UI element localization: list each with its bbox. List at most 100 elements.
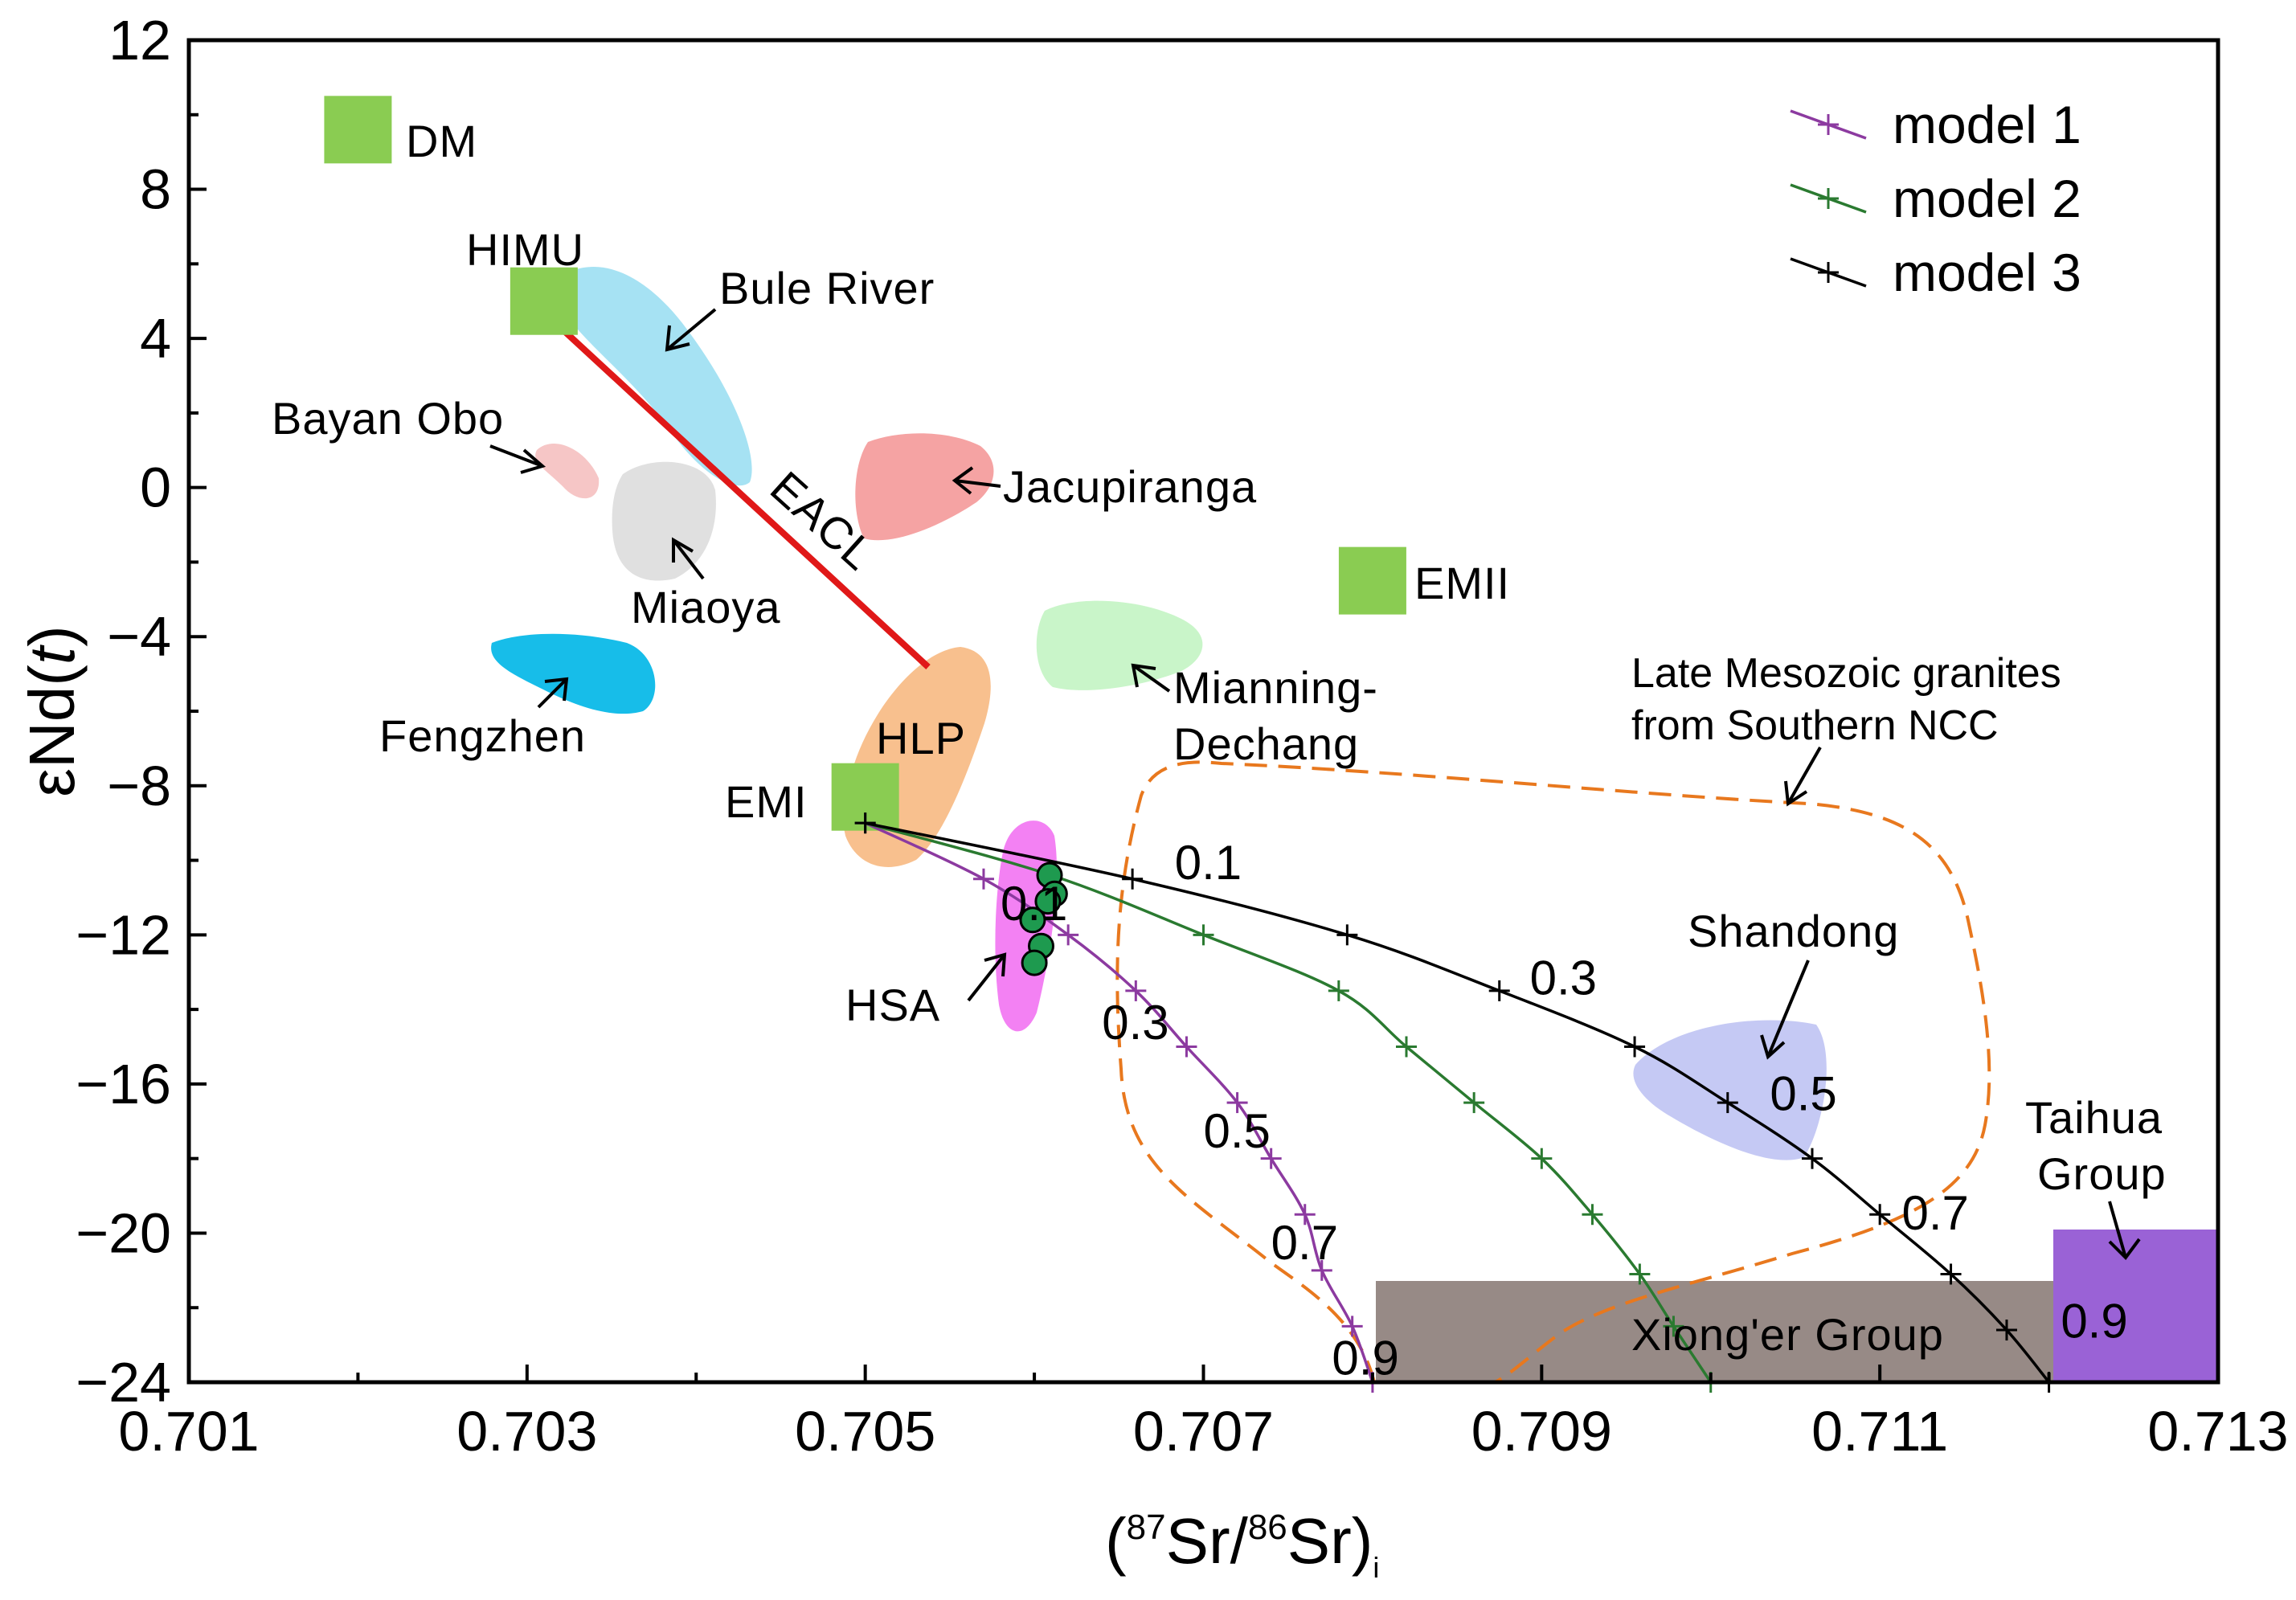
label-shandong: Shandong [1688, 906, 1899, 956]
label-miaoya: Miaoya [631, 582, 781, 632]
arrow-mianning [1132, 664, 1171, 693]
x-tick-label: 0.701 [118, 1400, 259, 1463]
chart-annotations: DM HIMU Bule River Bayan Obo EACL Jacupi… [272, 116, 2167, 1360]
y-tick-label: −12 [76, 903, 171, 966]
label-taihua-2: Group [2037, 1148, 2167, 1199]
arrow-late-mesozoic-head [1784, 780, 1808, 807]
label-hlp: HLP [876, 713, 966, 763]
eacl-line [560, 327, 931, 669]
legend-label-model-1: model 1 [1893, 95, 2081, 154]
label-xionger-group: Xiong'er Group [1631, 1309, 1944, 1360]
y-tick-label: 12 [108, 9, 171, 72]
x-axis-title-end: Sr) [1287, 1505, 1373, 1577]
y-tick-label: 0 [140, 456, 171, 519]
label-late-mesozoic-2: from Southern NCC [1631, 702, 1999, 749]
arrow-jacupiranga [954, 479, 1001, 488]
x-tick-label: 0.705 [795, 1400, 935, 1463]
y-axis-title-italic: t [16, 645, 88, 665]
label-dechang: Dechang [1173, 718, 1359, 769]
arrow-hsa [967, 953, 1006, 1002]
label-bayan-obo: Bayan Obo [272, 393, 504, 444]
field-mianning-dechang [1036, 600, 1203, 690]
y-axis-title: εNd(t) [16, 625, 88, 796]
x-tick-label: 0.709 [1471, 1400, 1612, 1463]
fraction-label: 0.1 [1175, 836, 1242, 890]
field-late-mesozoic-granites [1115, 760, 1991, 1384]
end-member-himu [510, 267, 578, 335]
x-axis-title-sub: i [1373, 1551, 1379, 1584]
field-fengzhen [491, 633, 656, 714]
label-fengzhen: Fengzhen [379, 710, 586, 761]
x-axis-title: (87Sr/86Sr)i [1105, 1505, 1379, 1584]
field-jacupiranga [855, 433, 994, 541]
fraction-label: 0.5 [1204, 1104, 1271, 1158]
y-axis-title-prefix: εNd( [16, 665, 88, 797]
label-dm: DM [406, 116, 477, 166]
annotation-arrows [489, 308, 2141, 1261]
arrow-shandong-head [1760, 1034, 1786, 1060]
arrow-fengzhen [537, 677, 568, 709]
x-axis-title-open: ( [1105, 1505, 1127, 1577]
arrow-late-mesozoic [1786, 747, 1822, 804]
fraction-label: 0.9 [1332, 1332, 1398, 1385]
arrow-bule-river-head [665, 325, 690, 352]
y-axis-title-suffix: ) [16, 625, 88, 647]
sample-point [1021, 949, 1048, 976]
field-miaoya [612, 461, 716, 581]
x-axis-title-sup1: 87 [1127, 1508, 1166, 1547]
y-tick-label: 8 [140, 158, 171, 221]
arrow-bule-river [665, 308, 717, 351]
arrow-bayan-obo [489, 444, 543, 468]
arrow-fengzhen-head [544, 677, 569, 702]
field-xionger-group [1376, 1281, 2057, 1382]
label-late-mesozoic-1: Late Mesozoic granites [1631, 650, 2061, 697]
end-member-markers [324, 96, 1406, 831]
arrow-shandong [1766, 960, 1810, 1058]
y-tick-label: −20 [76, 1201, 171, 1264]
mixing-model-curves [854, 812, 2060, 1393]
legend: model 1 model 2 model 3 [1790, 95, 2081, 302]
arrow-bayan-obo-head [520, 448, 546, 474]
end-member-dm [324, 96, 392, 164]
fraction-label: 0.7 [1271, 1216, 1338, 1270]
axis-ticks: 0.701 0.703 0.705 0.707 0.709 0.711 0.713 12 8 4 0… [76, 9, 2288, 1463]
label-emii: EMII [1414, 558, 1510, 608]
end-member-emii [1338, 546, 1406, 615]
sample-point [1019, 906, 1046, 934]
mixing-fraction-labels: 0.1 0.3 0.5 0.7 0.9 0.1 0.3 0.5 0.7 0.9 [1001, 836, 2128, 1385]
arrow-miaoya [672, 538, 705, 580]
field-taihua-group [2053, 1230, 2218, 1382]
fraction-label: 0.9 [2061, 1294, 2127, 1348]
label-bule-river: Bule River [719, 263, 935, 313]
x-tick-label: 0.707 [1133, 1400, 1274, 1463]
label-taihua-1: Taihua [2025, 1092, 2163, 1143]
arrow-taihua-head [2108, 1238, 2141, 1261]
x-axis-title-sup2: 86 [1248, 1508, 1287, 1547]
x-tick-label: 0.711 [1811, 1400, 1948, 1463]
sample-points [1019, 861, 1068, 976]
fraction-label: 0.5 [1770, 1066, 1836, 1120]
label-himu: HIMU [466, 224, 584, 275]
arrow-jacupiranga-head [952, 466, 974, 495]
fraction-label: 0.3 [1102, 996, 1168, 1050]
label-emi: EMI [725, 776, 808, 827]
arrow-hsa-head [984, 952, 1007, 977]
y-tick-label: −16 [76, 1053, 171, 1115]
sample-point [1034, 888, 1062, 915]
label-mianning: Mianning- [1173, 662, 1378, 713]
field-shandong [1633, 1020, 1827, 1160]
field-bayan-obo [535, 444, 600, 499]
arrow-miaoya-head [672, 537, 694, 563]
y-tick-label: 4 [140, 307, 171, 370]
arrow-mianning-head [1131, 663, 1156, 688]
fraction-label: 0.7 [1902, 1186, 1969, 1240]
label-hsa: HSA [845, 980, 940, 1030]
fraction-label: 0.3 [1530, 951, 1597, 1005]
y-tick-label: −24 [76, 1351, 171, 1414]
label-jacupiranga: Jacupiranga [1003, 461, 1257, 512]
arrow-taihua [2108, 1201, 2127, 1258]
legend-label-model-2: model 2 [1893, 169, 2081, 228]
field-bule-river [550, 266, 752, 486]
x-tick-label: 0.713 [2147, 1400, 2288, 1463]
